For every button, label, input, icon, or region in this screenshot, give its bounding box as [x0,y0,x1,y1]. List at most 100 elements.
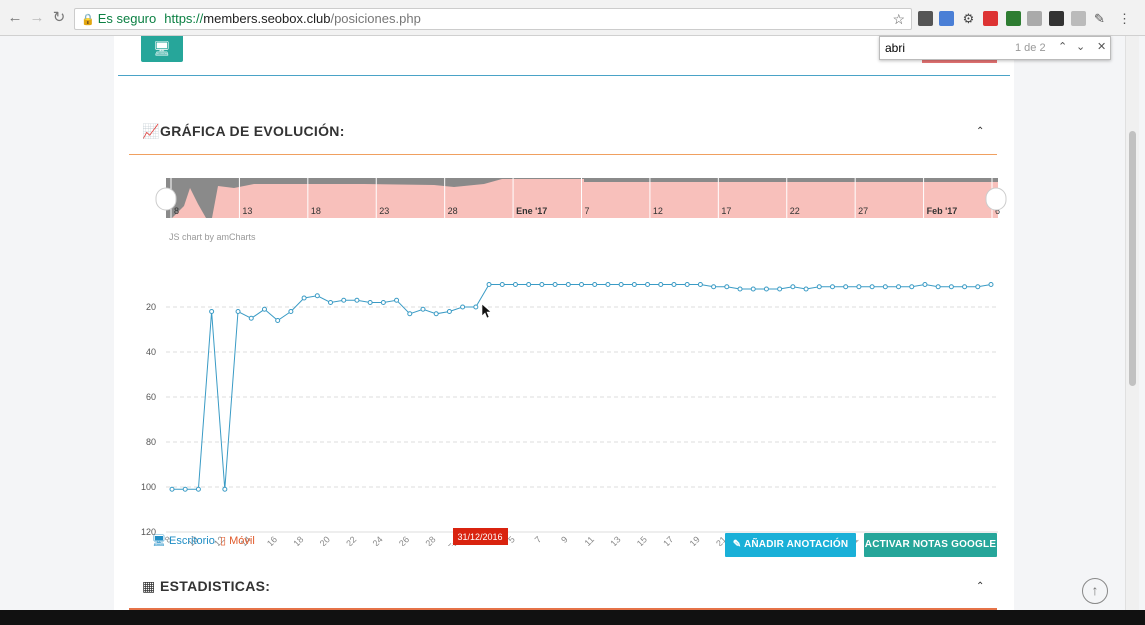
forward-icon[interactable]: → [29,9,45,26]
find-next-icon[interactable]: ⌄ [1076,41,1086,53]
data-point[interactable] [697,282,703,287]
extension-translate-icon[interactable] [939,11,954,26]
data-point[interactable] [552,282,558,287]
data-point[interactable] [486,282,492,287]
chrome-menu-icon[interactable]: ⋮ [1118,11,1131,26]
data-point[interactable] [816,284,822,290]
data-point[interactable] [935,284,941,290]
data-point[interactable] [658,282,664,287]
data-point[interactable] [420,306,426,312]
data-point[interactable] [631,282,637,287]
data-point[interactable] [314,293,320,299]
data-point[interactable] [565,282,571,287]
chart-scrollbar[interactable]: 8 13 18 23 28 Ene '17 7 12 17 22 27 Feb '17 6 [155,178,1007,218]
data-point[interactable] [301,295,307,301]
scrollbar-thumb[interactable] [1129,131,1136,386]
data-point[interactable] [182,486,188,492]
data-point[interactable] [922,282,928,287]
data-point[interactable] [354,297,360,303]
data-point[interactable] [948,284,954,290]
x-tick-label: 21 [714,534,728,546]
data-point[interactable] [909,284,915,290]
extension-check-icon[interactable] [1049,11,1064,26]
data-point[interactable] [526,282,532,287]
data-point[interactable] [235,309,241,314]
evolution-chart[interactable]: 8 13 18 23 28 Ene '17 7 12 17 22 27 Feb '17 6 JS cha… [114,176,1014,546]
scrollbar-right-grip[interactable] [985,187,1007,211]
data-point[interactable] [988,282,994,287]
data-point[interactable] [803,286,809,292]
data-point[interactable] [684,282,690,287]
find-prev-icon[interactable]: ⌃ [1058,41,1068,53]
data-point[interactable] [275,318,281,323]
data-point[interactable] [460,304,466,310]
data-point[interactable] [618,282,624,287]
data-point[interactable] [261,306,267,312]
find-input[interactable] [885,40,1005,56]
data-point[interactable] [407,311,413,317]
data-point[interactable] [671,282,677,287]
data-point[interactable] [724,284,730,290]
find-close-icon[interactable]: ✕ [1097,41,1107,53]
extension-eyedropper-icon[interactable]: ✎ [1094,11,1105,26]
data-point[interactable] [829,284,835,290]
data-point[interactable] [843,284,849,290]
url-protocol: https:// [164,11,204,26]
data-point[interactable] [605,282,611,287]
extension-calendar-icon[interactable] [983,11,998,26]
extension-gear-icon[interactable]: ⚙ [962,11,975,26]
data-point[interactable] [790,284,796,290]
data-point[interactable] [341,297,347,303]
activate-google-notes-button[interactable]: ACTIVAR NOTAS GOOGLE [864,533,997,557]
data-point[interactable] [882,284,888,290]
extension-seo-icon[interactable] [1071,11,1086,26]
data-point[interactable] [222,486,228,492]
legend-desktop[interactable]: 🖥 Escritorio [152,534,215,547]
data-point[interactable] [446,309,452,314]
address-bar[interactable]: 🔒 Es seguro https://members.seobox.club/po… [74,8,912,30]
data-point[interactable] [380,300,386,305]
amcharts-credit[interactable]: JS chart by amCharts [169,232,256,242]
data-point[interactable] [896,284,902,290]
data-point[interactable] [433,311,439,317]
data-point[interactable] [539,282,545,287]
data-point[interactable] [777,286,783,292]
back-icon[interactable]: ← [7,9,23,26]
bookmark-star-icon[interactable]: ☆ [892,11,905,27]
extension-g-icon[interactable] [1027,11,1042,26]
legend-mobile[interactable]: ▯ Móvil [220,534,255,547]
scrollbar-left-grip[interactable] [155,187,177,211]
data-point[interactable] [962,284,968,290]
data-point[interactable] [367,300,373,305]
data-point[interactable] [750,286,756,292]
data-point[interactable] [248,315,254,321]
page-scrollbar[interactable] [1125,36,1139,610]
data-point[interactable] [209,309,215,314]
data-point[interactable] [328,300,334,305]
data-point[interactable] [975,284,981,290]
data-point[interactable] [645,282,651,287]
data-point[interactable] [763,286,769,292]
data-point[interactable] [856,284,862,290]
desktop-toggle-button[interactable]: 🖥 [141,36,183,62]
data-point[interactable] [473,304,479,310]
chevron-up-icon[interactable]: ⌃ [976,581,985,592]
add-annotation-label: AÑADIR ANOTACIÓN [743,539,849,550]
data-point[interactable] [195,486,201,492]
extension-timer-icon[interactable] [1006,11,1021,26]
reload-icon[interactable]: ↻ [52,9,66,26]
add-annotation-button[interactable]: ✎ AÑADIR ANOTACIÓN [725,533,856,557]
data-point[interactable] [711,284,717,290]
data-point[interactable] [869,284,875,290]
data-point[interactable] [169,486,175,492]
data-point[interactable] [394,297,400,303]
data-point[interactable] [288,309,294,314]
data-point[interactable] [512,282,518,287]
chevron-up-icon[interactable]: ⌃ [976,126,985,137]
data-point[interactable] [592,282,598,287]
extension-m-icon[interactable] [918,11,933,26]
data-point[interactable] [499,282,505,287]
arrow-up-circle-icon[interactable]: ↑ [1082,578,1108,604]
data-point[interactable] [737,286,743,292]
data-point[interactable] [579,282,584,287]
